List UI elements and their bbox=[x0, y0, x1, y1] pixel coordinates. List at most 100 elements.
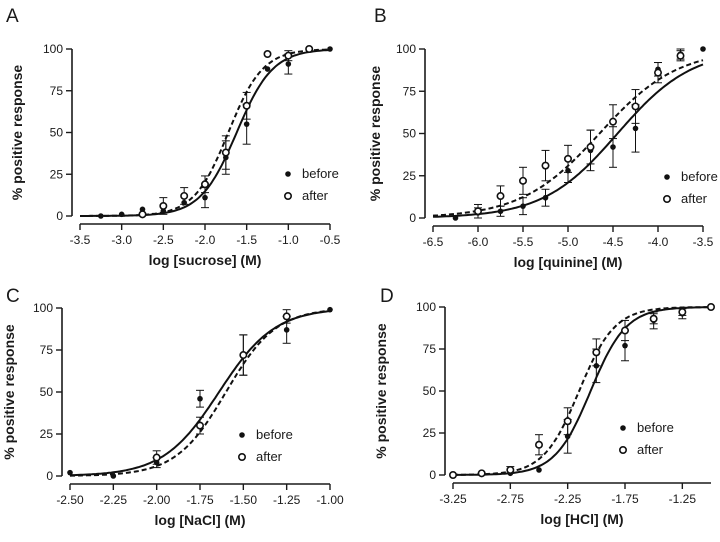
y-axis-title: % positive response bbox=[1, 324, 17, 460]
data-point-before bbox=[283, 327, 290, 333]
data-point-before bbox=[264, 66, 271, 72]
data-point-after bbox=[477, 469, 486, 478]
data-point-before bbox=[197, 395, 203, 402]
data-point-before bbox=[202, 194, 208, 201]
panel-letter: A bbox=[6, 6, 19, 27]
data-point-before bbox=[118, 211, 125, 218]
panel-d: D 0 25 50 75 100 -3.25 -2.75 -2.25 -1.75 -1.25 log … bbox=[373, 286, 715, 527]
data-point-before bbox=[243, 121, 250, 127]
y-tick-label: 75 bbox=[40, 343, 54, 357]
data-point-after bbox=[221, 148, 230, 157]
data-point-before bbox=[452, 215, 459, 221]
x-tick-label: -6.0 bbox=[468, 235, 489, 249]
data-point-before bbox=[622, 342, 628, 349]
y-tick-label: 100 bbox=[396, 42, 416, 56]
data-point-after bbox=[653, 68, 662, 77]
data-point-after bbox=[541, 161, 550, 170]
x-tick-label: -6.5 bbox=[423, 235, 444, 249]
legend-label: after bbox=[256, 449, 283, 464]
y-tick-label: 25 bbox=[423, 426, 437, 440]
data-point-after bbox=[263, 50, 272, 59]
data-point-before bbox=[67, 469, 73, 476]
legend-label: after bbox=[302, 188, 329, 203]
x-tick-label: -2.25 bbox=[554, 492, 582, 506]
panel-letter: B bbox=[374, 6, 387, 27]
x-tick-label: -2.25 bbox=[100, 493, 128, 507]
x-tick-label: -2.50 bbox=[56, 493, 84, 507]
y-tick-label: 0 bbox=[56, 209, 63, 223]
data-point-after bbox=[282, 312, 291, 321]
legend-marker-before bbox=[664, 174, 670, 180]
data-point-after bbox=[284, 51, 293, 60]
x-tick-label: -0.5 bbox=[320, 233, 341, 247]
x-tick-label: -5.0 bbox=[558, 235, 579, 249]
x-tick-label: -1.00 bbox=[316, 493, 344, 507]
legend-marker-after bbox=[238, 452, 247, 461]
data-point-after bbox=[201, 180, 210, 189]
fit-curve-before bbox=[432, 63, 704, 218]
y-tick-label: 75 bbox=[50, 84, 64, 98]
data-point-after bbox=[496, 192, 505, 201]
x-axis-title: log [sucrose] (M) bbox=[149, 252, 262, 268]
legend-marker-before bbox=[239, 432, 245, 438]
x-tick-label: -4.5 bbox=[603, 235, 624, 249]
x-axis-title: log [HCl] (M) bbox=[540, 511, 623, 527]
x-tick-label: -2.75 bbox=[497, 492, 525, 506]
data-point-before bbox=[610, 144, 616, 150]
data-point-after bbox=[586, 143, 595, 152]
data-point-after bbox=[518, 176, 527, 185]
data-point-after bbox=[196, 421, 205, 430]
data-point-after bbox=[506, 465, 515, 474]
data-point-after bbox=[473, 207, 482, 216]
x-tick-label: -1.0 bbox=[278, 233, 299, 247]
y-tick-label: 100 bbox=[33, 301, 53, 315]
x-axis-title: log [quinine] (M) bbox=[514, 254, 623, 270]
data-point-before bbox=[327, 306, 333, 313]
y-tick-label: 50 bbox=[40, 385, 54, 399]
data-point-after bbox=[305, 44, 314, 53]
y-tick-label: 100 bbox=[43, 42, 63, 56]
data-point-after bbox=[620, 326, 629, 335]
data-point-before bbox=[536, 467, 542, 473]
x-tick-label: -2.00 bbox=[143, 493, 171, 507]
data-point-before bbox=[98, 213, 104, 219]
y-tick-label: 75 bbox=[403, 84, 417, 98]
data-point-after bbox=[534, 440, 543, 449]
data-point-after bbox=[242, 101, 251, 110]
legend-label: before bbox=[302, 166, 339, 181]
y-tick-label: 50 bbox=[50, 126, 64, 140]
legend-label: before bbox=[681, 169, 718, 184]
y-tick-label: 0 bbox=[429, 468, 436, 482]
data-point-after bbox=[608, 117, 617, 126]
x-tick-label: -5.5 bbox=[513, 235, 534, 249]
data-point-after bbox=[159, 201, 168, 210]
legend-marker-before bbox=[620, 425, 626, 431]
x-tick-label: -2.5 bbox=[153, 233, 174, 247]
fit-curve-after bbox=[432, 59, 704, 217]
fit-curve-before bbox=[453, 306, 711, 476]
data-point-after bbox=[678, 308, 687, 317]
data-point-after bbox=[138, 210, 147, 219]
data-point-before bbox=[700, 46, 706, 52]
y-tick-label: 25 bbox=[40, 427, 54, 441]
y-tick-label: 0 bbox=[409, 211, 416, 225]
fit-curve-after bbox=[452, 306, 711, 476]
data-point-after bbox=[676, 51, 685, 60]
panel-b: B 0 25 50 75 100 -6.5 -6.0 -5.5 -5.0 -4.5 -4.0 -3.5 l… bbox=[367, 6, 718, 270]
x-tick-label: -3.5 bbox=[70, 233, 91, 247]
panel-c: C 0 25 50 75 100 -2.50 -2.25 -2.00 -1.75 -1.50 -1.2… bbox=[1, 286, 344, 528]
x-tick-label: -3.5 bbox=[693, 235, 714, 249]
legend-label: after bbox=[681, 191, 708, 206]
x-tick-label: -1.50 bbox=[230, 493, 258, 507]
x-tick-label: -2.0 bbox=[195, 233, 216, 247]
data-point-before bbox=[520, 203, 526, 209]
data-point-after bbox=[448, 470, 457, 479]
x-tick-label: -4.0 bbox=[648, 235, 669, 249]
panel-letter: C bbox=[6, 286, 20, 307]
data-point-after bbox=[563, 417, 572, 426]
data-point-before bbox=[632, 125, 639, 132]
panel-letter: D bbox=[380, 286, 394, 307]
x-tick-label: -3.25 bbox=[439, 492, 467, 506]
x-tick-label: -1.75 bbox=[611, 492, 639, 506]
